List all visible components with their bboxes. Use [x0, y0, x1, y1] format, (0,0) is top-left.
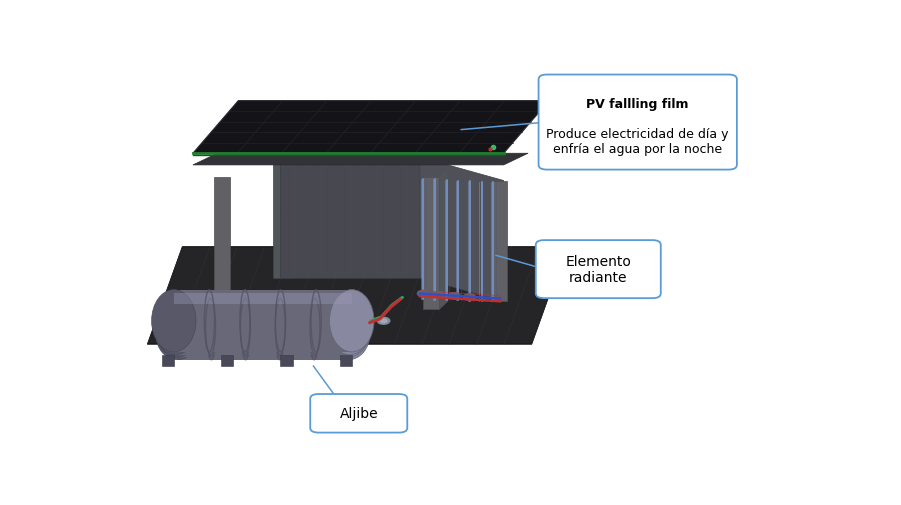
FancyBboxPatch shape — [536, 241, 660, 298]
Text: Aljibe: Aljibe — [340, 407, 378, 421]
Ellipse shape — [327, 310, 369, 360]
Polygon shape — [148, 247, 567, 344]
Bar — [340, 355, 352, 366]
Circle shape — [448, 293, 460, 300]
Bar — [221, 355, 233, 366]
Polygon shape — [214, 177, 230, 310]
Polygon shape — [420, 158, 504, 301]
Ellipse shape — [156, 310, 198, 360]
Ellipse shape — [330, 290, 374, 352]
Polygon shape — [193, 102, 549, 154]
Circle shape — [463, 294, 476, 301]
Bar — [176, 299, 350, 355]
Polygon shape — [423, 177, 440, 310]
Ellipse shape — [327, 305, 369, 358]
Ellipse shape — [328, 299, 371, 355]
Text: PV fallling film: PV fallling film — [587, 97, 689, 111]
Circle shape — [378, 318, 390, 325]
Bar — [176, 302, 350, 312]
Polygon shape — [440, 170, 448, 310]
Circle shape — [417, 290, 430, 297]
Bar — [177, 312, 349, 321]
Circle shape — [432, 291, 445, 298]
FancyBboxPatch shape — [310, 394, 407, 433]
Bar — [177, 305, 349, 358]
Bar — [280, 355, 293, 366]
Text: Elemento
radiante: Elemento radiante — [565, 255, 632, 285]
Polygon shape — [273, 158, 291, 278]
Bar — [177, 307, 349, 316]
Bar — [174, 293, 351, 304]
Ellipse shape — [154, 299, 197, 355]
Polygon shape — [214, 301, 238, 310]
Text: Produce electricidad de día y
enfría el agua por la noche: Produce electricidad de día y enfría el … — [547, 128, 729, 156]
Polygon shape — [193, 154, 528, 166]
Ellipse shape — [156, 305, 198, 358]
Bar — [174, 290, 351, 352]
Ellipse shape — [151, 290, 196, 352]
Polygon shape — [493, 181, 507, 301]
Circle shape — [380, 319, 387, 323]
Bar — [177, 310, 349, 360]
Polygon shape — [280, 158, 420, 278]
FancyBboxPatch shape — [539, 75, 737, 170]
Bar — [161, 355, 174, 366]
